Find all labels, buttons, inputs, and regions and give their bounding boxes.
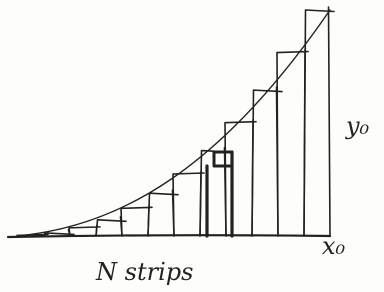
- y-end-label: y₀: [345, 112, 370, 140]
- sketch: N strips x₀ y₀: [0, 0, 384, 292]
- strips-label: N strips: [95, 258, 193, 286]
- x-end-label: x₀: [322, 232, 346, 260]
- page: N strips x₀ y₀ (() => { const data = JSO…: [0, 0, 384, 292]
